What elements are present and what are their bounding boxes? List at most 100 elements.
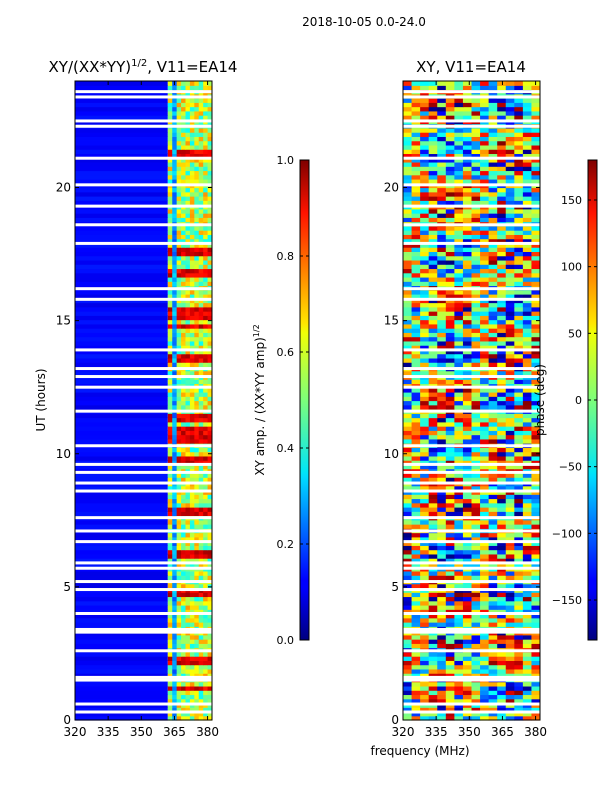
phase-cell <box>531 558 541 563</box>
phase-cell <box>462 660 472 666</box>
phase-cell <box>480 170 490 176</box>
amplitude-cell <box>203 690 208 696</box>
phase-cell <box>514 132 524 137</box>
phase-cell <box>428 541 438 546</box>
amplitude-row-base <box>75 191 168 197</box>
phase-cell <box>514 294 524 299</box>
amplitude-cell <box>185 502 191 508</box>
phase-cell <box>437 673 447 678</box>
amplitude-cell <box>194 106 200 112</box>
amplitude-cell <box>198 417 204 423</box>
amplitude-cell <box>198 115 204 120</box>
phase-cell <box>480 694 490 700</box>
phase-cell <box>462 519 472 525</box>
amplitude-cell <box>194 336 200 342</box>
amplitude-cell <box>198 622 204 627</box>
amplitude-cell <box>167 651 173 657</box>
phase-cell <box>514 660 524 666</box>
amplitude-cell <box>189 426 195 431</box>
amplitude-row-base <box>75 498 168 504</box>
phase-cell <box>514 387 524 393</box>
amplitude-row-base <box>75 613 168 619</box>
amplitude-cell <box>198 583 204 589</box>
phase-cell <box>522 617 532 623</box>
phase-cell <box>480 613 490 619</box>
amplitude-cell <box>181 166 186 172</box>
amplitude-cell <box>181 545 186 551</box>
amplitude-cell <box>189 570 195 576</box>
phase-cell <box>420 81 430 86</box>
amplitude-cell <box>172 460 178 465</box>
amplitude-row-base <box>75 213 168 218</box>
phase-cell <box>420 502 430 508</box>
amplitude-row-base <box>75 434 168 440</box>
amplitude-cell <box>198 379 204 385</box>
amplitude-cell <box>181 707 186 713</box>
phase-cell <box>497 136 507 142</box>
amplitude-cell <box>176 519 182 525</box>
phase-cell <box>428 136 438 142</box>
amplitude-cell <box>172 592 178 598</box>
phase-cell <box>480 562 490 568</box>
amplitude-cell <box>176 656 182 661</box>
amplitude-cell <box>185 217 191 223</box>
phase-cell <box>454 247 464 252</box>
phase-cell <box>428 242 438 248</box>
phase-cell <box>514 417 524 423</box>
phase-cell <box>471 157 481 163</box>
amplitude-cell <box>207 438 213 444</box>
phase-flag-line <box>403 124 540 128</box>
phase-cell <box>437 690 447 696</box>
amplitude-cell <box>194 685 200 691</box>
amplitude-cell <box>181 549 186 555</box>
amplitude-cell <box>185 106 191 112</box>
phase-cell <box>445 639 455 644</box>
phase-cell <box>454 132 464 137</box>
phase-cell <box>420 460 430 465</box>
phase-cell <box>505 507 515 512</box>
phase-cell <box>488 319 498 325</box>
phase-cell <box>454 259 464 265</box>
amplitude-cell <box>167 191 173 197</box>
amplitude-cell <box>198 400 204 406</box>
phase-cell <box>471 507 481 512</box>
amplitude-cell <box>167 161 173 167</box>
amplitude-row-base <box>75 690 168 696</box>
phase-cell <box>471 336 481 342</box>
amplitude-cell <box>189 698 195 704</box>
amplitude-cell <box>167 447 173 453</box>
amplitude-cell <box>167 196 173 201</box>
phase-cell <box>411 238 421 244</box>
phase-cell <box>428 387 438 393</box>
phase-cell <box>480 690 490 696</box>
amplitude-cell <box>194 323 200 329</box>
amplitude-cell <box>167 694 173 700</box>
phase-cell <box>428 600 438 606</box>
phase-cell <box>497 592 507 598</box>
phase-cell <box>428 379 438 385</box>
phase-cell <box>522 711 532 717</box>
phase-cell <box>462 664 472 670</box>
amplitude-cell <box>198 200 204 206</box>
amplitude-cell <box>176 600 182 606</box>
phase-cell <box>437 191 447 197</box>
phase-cell <box>497 264 507 270</box>
amplitude-row-base <box>75 549 168 555</box>
phase-cell <box>514 430 524 436</box>
phase-cell <box>497 115 507 120</box>
phase-cell <box>471 255 481 261</box>
phase-cell <box>522 110 532 116</box>
phase-cell <box>445 570 455 576</box>
phase-cell <box>514 545 524 551</box>
amplitude-cell <box>198 353 204 359</box>
phase-cell <box>471 592 481 598</box>
amplitude-cell <box>185 178 191 184</box>
phase-cell <box>522 170 532 176</box>
phase-cell <box>505 400 515 406</box>
phase-cell <box>497 451 507 457</box>
phase-cell <box>437 144 447 150</box>
amplitude-cell <box>181 370 186 376</box>
phase-cell <box>462 604 472 610</box>
phase-cell <box>420 715 430 721</box>
amplitude-cell <box>167 259 173 265</box>
